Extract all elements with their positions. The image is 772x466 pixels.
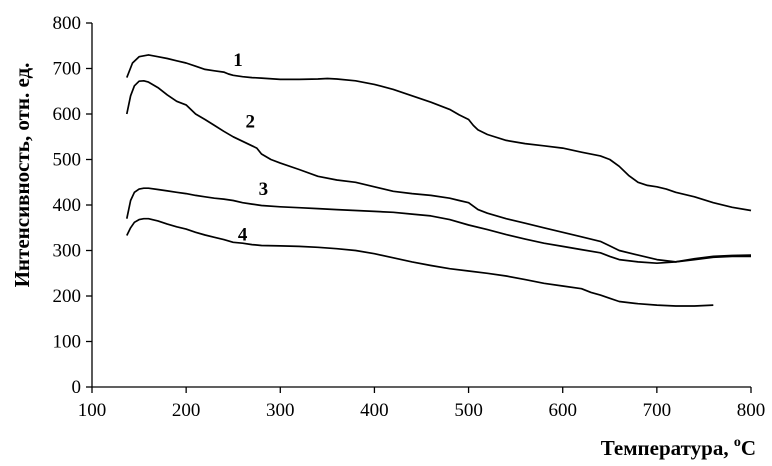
y-tick-label: 700 <box>53 59 82 80</box>
x-tick-label: 300 <box>266 400 295 421</box>
series-line-4 <box>126 217 714 307</box>
y-tick-label: 300 <box>53 241 82 262</box>
y-tick-label: 100 <box>53 332 82 353</box>
series-group <box>125 54 752 307</box>
x-axis-title: Температура, oC <box>601 435 756 460</box>
x-tick-label: 800 <box>737 400 766 421</box>
x-tick-label: 600 <box>548 400 577 421</box>
x-tick-label: 200 <box>172 400 201 421</box>
series-line-1 <box>126 54 752 212</box>
series-line-3 <box>125 187 752 265</box>
x-tick-label: 700 <box>643 400 672 421</box>
series-label-1: 1 <box>233 50 243 71</box>
series-label-2: 2 <box>245 112 255 133</box>
y-tick-label: 400 <box>53 195 82 216</box>
y-tick-label: 600 <box>53 104 82 125</box>
series-label-3: 3 <box>259 179 269 200</box>
y-tick-label: 0 <box>72 377 82 398</box>
y-axis-title: Интенсивность, отн. ед. <box>10 63 34 288</box>
x-tick-label: 100 <box>78 400 107 421</box>
series-label-4: 4 <box>238 224 248 245</box>
y-tick-label: 200 <box>53 286 82 307</box>
series-line-2 <box>125 79 751 263</box>
x-tick-label: 500 <box>454 400 483 421</box>
labels-group: 1 2 3 4 <box>233 50 268 245</box>
y-tick-label: 800 <box>53 13 82 34</box>
y-tick-label: 500 <box>53 150 82 171</box>
x-tick-label: 400 <box>360 400 389 421</box>
